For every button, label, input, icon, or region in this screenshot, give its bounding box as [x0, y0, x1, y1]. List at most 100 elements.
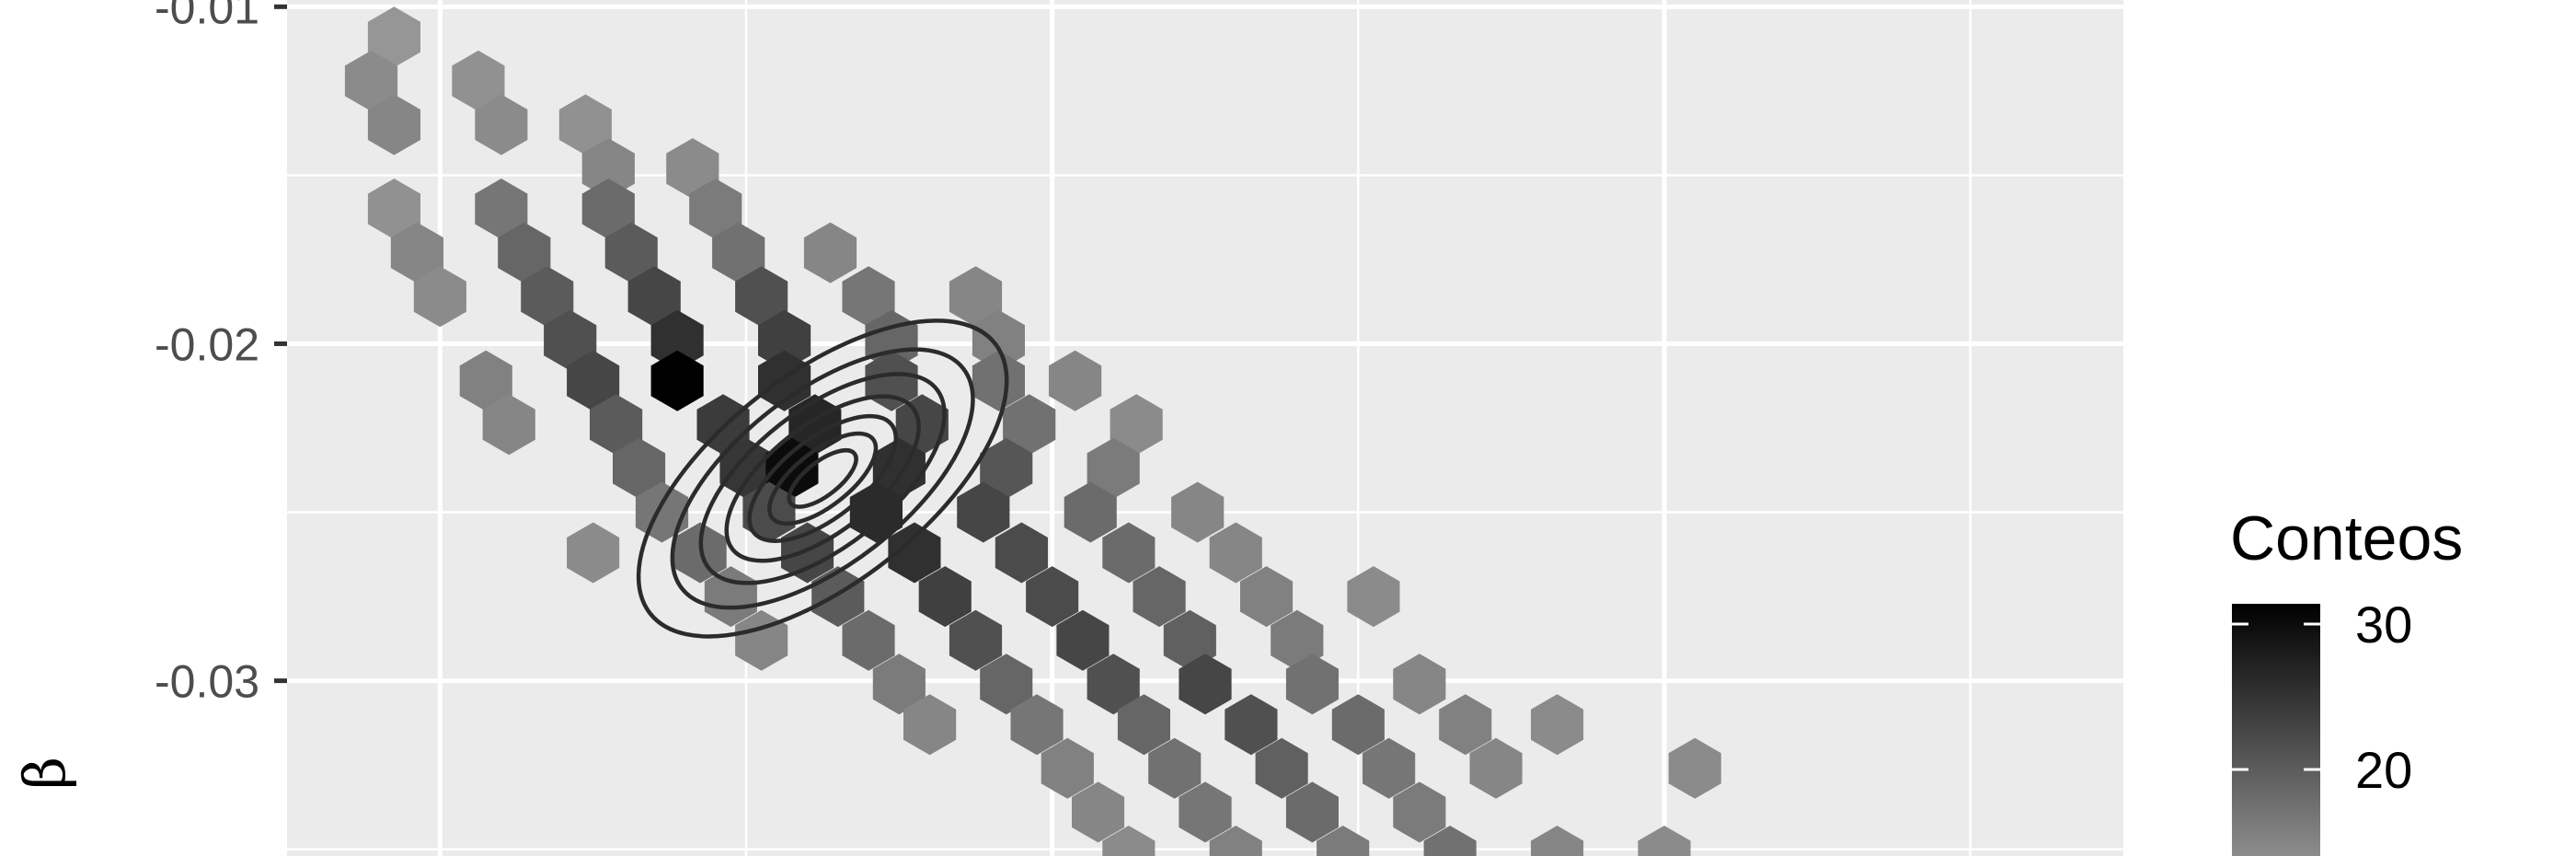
legend-label: 30 — [2355, 596, 2412, 654]
density-contour-line — [636, 318, 1009, 639]
hexbin-cell — [1003, 394, 1056, 456]
hexbin-cell — [1171, 481, 1225, 543]
hexbin-cell — [1117, 694, 1170, 756]
hexbin-cell — [1240, 566, 1294, 628]
hexbin-cell — [689, 179, 742, 239]
hexbin-cell — [1072, 781, 1125, 843]
hexbin-layer — [344, 6, 1721, 856]
hexbin-cell — [1056, 609, 1110, 671]
hexbin-cell — [1148, 737, 1202, 799]
hexbin-cell — [1225, 694, 1278, 756]
hexbin-cell — [1041, 737, 1094, 799]
hexbin-cell — [1393, 654, 1446, 715]
hexbin-cell — [1102, 522, 1156, 584]
hexbin-cell — [590, 394, 643, 456]
y-tick-label: -0.03 — [155, 656, 259, 708]
hexbin-cell — [980, 437, 1033, 499]
hexbin-cell — [452, 50, 505, 111]
hexbin-cell — [1064, 481, 1117, 543]
hexbin-cell — [957, 481, 1010, 543]
y-axis-label: β — [11, 757, 78, 790]
hexbin-cell — [1285, 654, 1339, 715]
density-contours — [636, 318, 1009, 639]
hexbin-cell — [1423, 826, 1477, 856]
density-contour-line — [747, 413, 899, 543]
y-axis: -0.01 -0.02 -0.03 — [155, 0, 287, 708]
hexbin-cell — [666, 138, 719, 200]
hexbin-cell — [1102, 826, 1156, 856]
hexbin-cell — [758, 350, 811, 411]
hexbin-cell — [558, 94, 612, 156]
hexbin-cell — [1179, 654, 1232, 715]
hexbin-cell — [1638, 826, 1691, 856]
hexbin-cell — [567, 522, 620, 584]
hexbin-cell — [1393, 781, 1446, 843]
hexbin-cell — [758, 309, 811, 371]
hexbin-cell — [604, 222, 658, 283]
hexbin-cell — [1026, 566, 1079, 628]
hexbin-cell — [521, 266, 574, 328]
hexbin-cell — [581, 179, 635, 239]
legend: Conteos 30 20 — [2230, 503, 2463, 856]
hexbin-cell — [581, 138, 635, 200]
hexbin-cell — [1363, 737, 1416, 799]
hexbin-cell — [475, 94, 528, 156]
hexbin-cell — [995, 522, 1048, 584]
hexbin-cell — [1469, 737, 1523, 799]
hexbin-cell — [735, 266, 788, 328]
legend-colorbar — [2232, 604, 2320, 856]
hexbin-cell — [567, 350, 620, 411]
hexbin-cell — [1010, 694, 1064, 756]
density-contour-line — [670, 347, 975, 610]
hexbin-cell — [888, 522, 941, 584]
y-tick-label: -0.01 — [155, 0, 259, 33]
hexbin-cell — [903, 694, 957, 756]
hexbin-cell — [972, 309, 1025, 371]
hexbin-cell — [613, 437, 666, 499]
hexbin-cell — [895, 394, 949, 456]
hexbin-cell — [650, 350, 704, 411]
density-contour-line — [787, 448, 858, 509]
hexbin-cell — [972, 350, 1025, 411]
hexbin-cell — [949, 609, 1003, 671]
hexbin-cell — [413, 266, 466, 328]
hexbin-cell — [1347, 566, 1400, 628]
y-tick-label: -0.02 — [155, 318, 259, 370]
hexbin-cell — [1110, 394, 1163, 456]
hexbin-cell — [390, 222, 443, 283]
hexbin-cell — [1255, 737, 1308, 799]
hexbin-cell — [367, 179, 420, 239]
hexbin-cell — [1331, 694, 1385, 756]
hexbin-cell — [650, 309, 704, 371]
hexbin-cell — [367, 94, 420, 156]
hexbin-cell — [1209, 826, 1262, 856]
hexbin-cell — [544, 309, 597, 371]
hexbin-cell — [712, 222, 765, 283]
hexbin-cell — [1317, 826, 1370, 856]
hexbin-cell — [719, 437, 773, 499]
hexbin-cell — [1133, 566, 1186, 628]
hexbin-cell — [803, 222, 857, 283]
hexbin-cell — [367, 6, 420, 68]
hexbin-cell — [918, 566, 972, 628]
hexbin-cell — [1049, 350, 1102, 411]
hexbin-cell — [627, 266, 681, 328]
density-contour-line — [724, 394, 921, 563]
hexbin-cell — [1179, 781, 1232, 843]
density-contour-line — [698, 372, 947, 585]
hexbin-cell — [459, 350, 512, 411]
hexbin-cell — [1285, 781, 1339, 843]
hexbin-cell — [1531, 826, 1584, 856]
hexbin-cell — [475, 179, 528, 239]
hexbin-cell — [949, 266, 1003, 328]
hexbin-cell — [842, 266, 895, 328]
hexbin-cell — [1087, 437, 1140, 499]
hexbin-cell — [980, 654, 1033, 715]
hexbin-cell — [872, 654, 926, 715]
hexbin-cell — [842, 609, 895, 671]
hexbin-cell — [482, 394, 535, 456]
hexbin-cell — [1668, 737, 1721, 799]
hexbin-cell — [1209, 522, 1262, 584]
hexbin-cell — [344, 50, 398, 111]
